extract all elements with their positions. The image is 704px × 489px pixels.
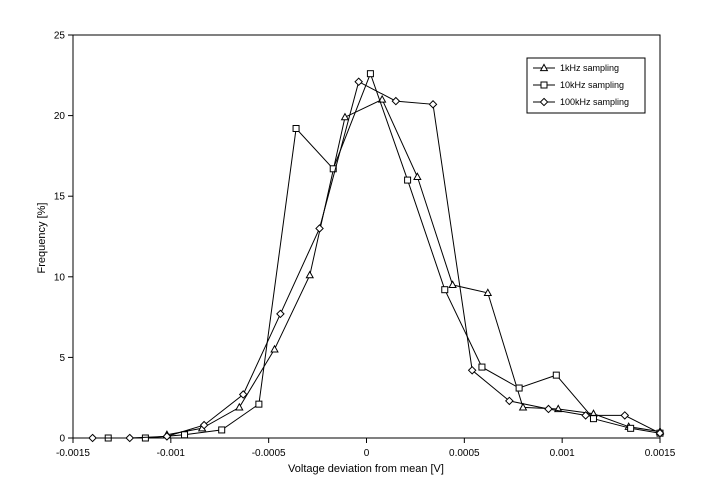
square-marker xyxy=(255,400,263,408)
series-line xyxy=(108,72,661,439)
triangle-marker xyxy=(448,280,457,288)
triangle-marker xyxy=(270,344,279,353)
diamond-marker xyxy=(354,77,363,87)
diamond-marker xyxy=(315,224,324,233)
y-tick-label: 10 xyxy=(54,272,66,283)
legend-item: 10kHz sampling xyxy=(533,80,624,90)
series-line xyxy=(92,80,661,439)
square-marker xyxy=(478,363,486,371)
square-marker xyxy=(329,165,337,173)
diamond-marker xyxy=(539,97,549,107)
diamond-marker xyxy=(125,433,135,443)
x-tick-label: -0.001 xyxy=(157,448,186,459)
square-marker xyxy=(627,424,635,432)
square-marker xyxy=(552,371,560,379)
x-axis-title: Voltage deviation from mean [V] xyxy=(288,463,444,475)
square-marker xyxy=(218,426,226,434)
y-tick-label: 25 xyxy=(54,31,66,42)
diamond-marker xyxy=(620,411,630,420)
diamond-marker xyxy=(544,404,553,414)
square-marker xyxy=(589,415,597,423)
axes: -0.0015 -0.001 -0.0005 0 0.0005 0.001 0.0015 0 5… xyxy=(54,31,676,460)
diamond-marker xyxy=(467,365,477,375)
triangle-marker xyxy=(235,402,244,411)
x-tick-label: 0.0005 xyxy=(449,448,480,459)
diamond-marker xyxy=(391,96,401,106)
y-tick-label: 5 xyxy=(59,353,65,364)
diamond-marker xyxy=(581,411,590,420)
square-marker xyxy=(404,176,412,184)
diamond-marker xyxy=(162,432,172,441)
diamond-marker xyxy=(505,396,514,406)
square-marker xyxy=(515,384,523,392)
series-layer xyxy=(88,70,665,443)
x-tick-label: -0.0015 xyxy=(56,448,90,459)
diamond-marker xyxy=(655,428,665,438)
y-tick-label: 15 xyxy=(54,192,66,203)
diamond-marker xyxy=(238,390,248,399)
legend-label: 10kHz sampling xyxy=(560,80,624,90)
triangle-marker xyxy=(518,402,528,411)
y-tick-label: 0 xyxy=(59,434,65,445)
diamond-marker xyxy=(88,433,97,443)
x-tick-label: 0.0015 xyxy=(645,448,676,459)
y-axis-title: Frequency [%] xyxy=(36,203,48,274)
square-marker xyxy=(141,434,149,442)
legend: 1kHz sampling 10kHz sampling 100kHz sampli… xyxy=(526,57,646,114)
legend-label: 100kHz sampling xyxy=(560,97,629,107)
x-tick-label: 0.001 xyxy=(550,448,575,459)
y-tick-label: 20 xyxy=(54,111,66,122)
square-marker xyxy=(181,431,189,439)
triangle-marker xyxy=(483,288,493,297)
x-tick-label: 0 xyxy=(364,448,370,459)
diamond-marker xyxy=(199,420,209,430)
legend-label: 1kHz sampling xyxy=(560,63,619,73)
triangle-marker xyxy=(305,270,315,279)
square-marker xyxy=(366,70,374,78)
triangle-marker xyxy=(377,94,387,103)
series-diamond xyxy=(88,77,665,443)
legend-item: 100kHz sampling xyxy=(533,97,629,107)
square-marker xyxy=(540,81,548,89)
legend-item: 1kHz sampling xyxy=(533,63,619,73)
diamond-marker xyxy=(428,100,438,109)
triangle-marker xyxy=(413,172,422,180)
square-marker xyxy=(441,286,449,294)
triangle-marker xyxy=(539,63,549,72)
x-tick-label: -0.0005 xyxy=(252,448,286,459)
square-marker xyxy=(292,124,300,132)
triangle-marker xyxy=(340,112,350,121)
diamond-marker xyxy=(276,309,285,319)
series-square xyxy=(104,70,664,442)
